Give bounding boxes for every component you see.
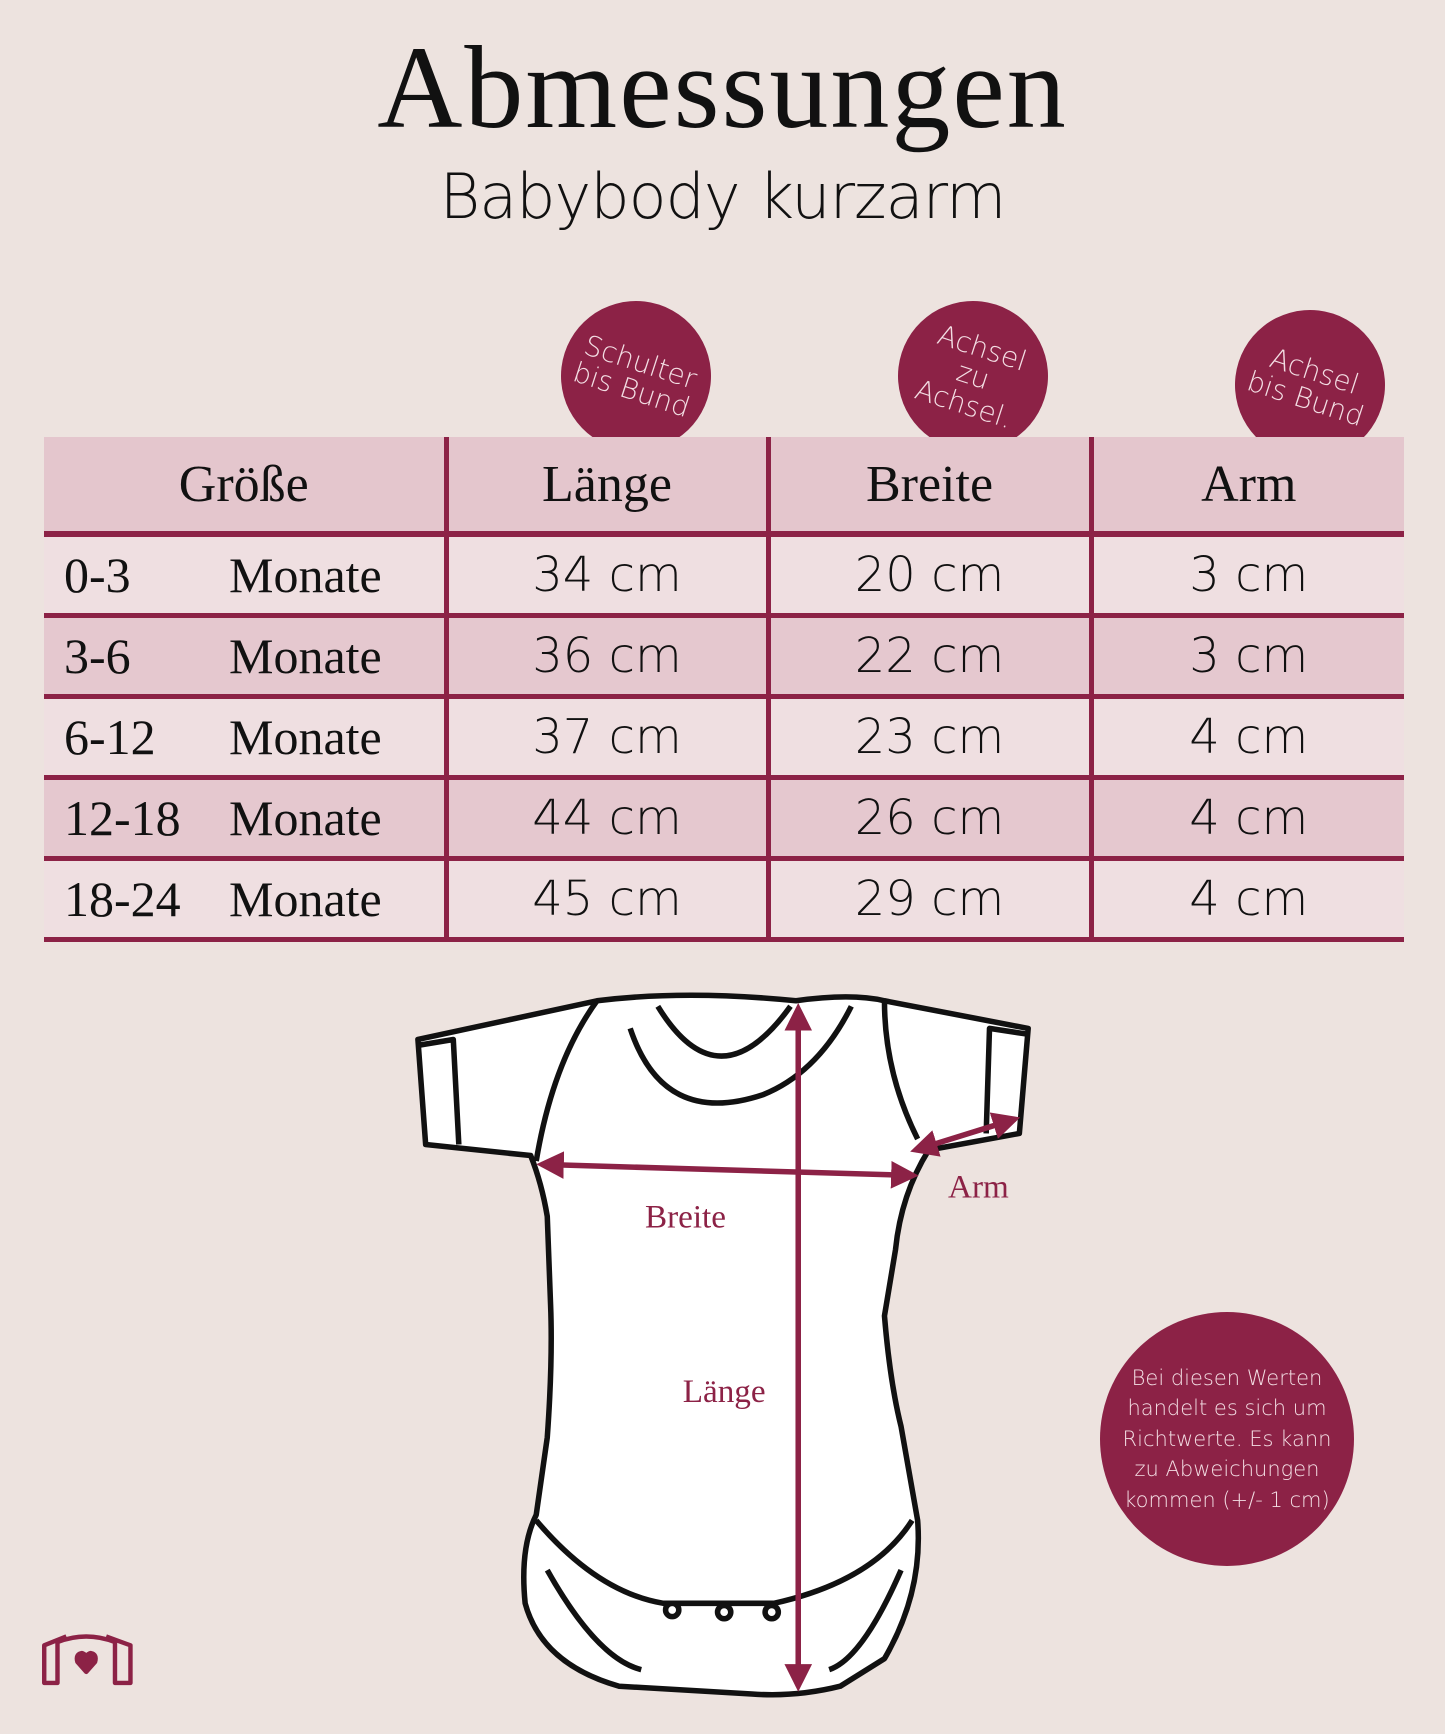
breite-cell: 22 cm [765,615,1091,699]
size-unit: Monate [229,790,382,846]
size-range: 0-3 [64,547,131,603]
size-unit: Monate [229,871,382,927]
laenge-cell: 37 cm [443,696,768,780]
table-row: 0-3 Monate 34 cm 20 cm 3 cm [44,534,1404,618]
laenge-cell: 45 cm [443,858,768,942]
arm-cell: 4 cm [1088,858,1404,942]
size-cell: 0-3 Monate [44,534,446,618]
table-row: 12-18 Monate 44 cm 26 cm 4 cm [44,777,1404,861]
size-unit: Monate [229,547,382,603]
page-title: Abmessungen [377,22,1068,153]
header-arm: Arm [1088,437,1404,537]
table-header: Größe Länge Breite Arm [44,437,1404,537]
laenge-cell: 44 cm [443,777,768,861]
disclaimer-text: Bei diesen Werten handelt es sich um Ric… [1122,1365,1332,1512]
size-cell: 3-6 Monate [44,615,446,699]
shirt-heart-icon [42,1634,133,1686]
laenge-cell: 36 cm [443,615,768,699]
arm-arrow [910,1112,1021,1157]
size-cell: 18-24 Monate [44,858,446,942]
breite-cell: 26 cm [765,777,1091,861]
header-laenge: Länge [443,437,768,537]
size-table: Größe Länge Breite Arm 0-3 Monate 34 cm 2… [44,437,1404,942]
bodysuit-outline [415,992,1031,1698]
breite-label: Breite [645,1198,726,1235]
arm-cell: 3 cm [1088,615,1404,699]
size-range: 12-18 [64,790,181,846]
header-breite: Breite [765,437,1091,537]
laenge-cell: 34 cm [443,534,768,618]
measurement-arrows [536,1002,1021,1692]
table-row: 18-24 Monate 45 cm 29 cm 4 cm [44,858,1404,942]
arm-cell: 4 cm [1088,696,1404,780]
table-row: 3-6 Monate 36 cm 22 cm 3 cm [44,615,1404,699]
breite-cell: 20 cm [765,534,1091,618]
size-unit: Monate [229,628,382,684]
size-range: 6-12 [64,709,156,765]
laenge-label: Länge [683,1373,766,1410]
page-subtitle: Babybody kurzarm [439,160,1007,233]
size-range: 18-24 [64,871,181,927]
arm-label: Arm [948,1169,1009,1206]
breite-arrow [536,1151,919,1189]
size-cell: 12-18 Monate [44,777,446,861]
breite-cell: 29 cm [765,858,1091,942]
header-groesse: Größe [44,437,446,537]
size-range: 3-6 [64,628,131,684]
table-row: 6-12 Monate 37 cm 23 cm 4 cm [44,696,1404,780]
size-unit: Monate [229,709,382,765]
disclaimer-badge: Bei diesen Werten handelt es sich um Ric… [1100,1312,1354,1566]
arm-cell: 3 cm [1088,534,1404,618]
arm-cell: 4 cm [1088,777,1404,861]
size-cell: 6-12 Monate [44,696,446,780]
breite-cell: 23 cm [765,696,1091,780]
